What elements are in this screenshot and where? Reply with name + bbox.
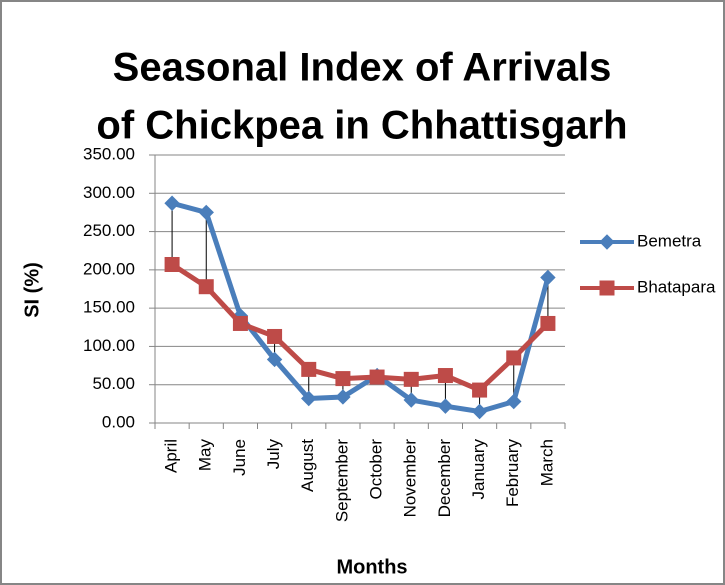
data-point bbox=[232, 315, 248, 331]
data-point bbox=[471, 403, 488, 420]
y-axis-label: SI (%) bbox=[21, 262, 43, 318]
x-tick-label: December bbox=[435, 439, 454, 518]
x-tick-label: April bbox=[162, 439, 181, 473]
legend-label: Bemetra bbox=[637, 231, 702, 250]
data-point bbox=[266, 351, 283, 368]
x-tick-label: September bbox=[332, 439, 351, 522]
data-point bbox=[267, 328, 283, 344]
x-tick-label: May bbox=[196, 439, 215, 472]
y-tick-label: 0.00 bbox=[102, 412, 135, 431]
data-point bbox=[472, 382, 488, 398]
x-tick-label: March bbox=[537, 439, 556, 486]
data-point bbox=[506, 393, 522, 410]
y-tick-label: 150.00 bbox=[83, 298, 135, 317]
data-point bbox=[437, 368, 453, 384]
x-tick-label: October bbox=[367, 439, 386, 500]
x-axis-label: Months bbox=[336, 556, 407, 578]
data-point bbox=[335, 371, 351, 387]
y-tick-label: 350.00 bbox=[83, 144, 135, 163]
legend-marker bbox=[599, 280, 615, 296]
data-point bbox=[540, 315, 556, 331]
x-tick-label: August bbox=[298, 439, 317, 492]
x-tick-label: June bbox=[230, 439, 249, 476]
legend-marker bbox=[599, 234, 615, 250]
y-tick-label: 100.00 bbox=[83, 336, 135, 355]
x-tick-label: July bbox=[264, 439, 283, 470]
x-tick-label: November bbox=[401, 439, 420, 518]
data-point bbox=[301, 361, 317, 377]
data-point bbox=[369, 369, 385, 385]
data-point bbox=[506, 350, 522, 366]
data-point bbox=[540, 269, 556, 286]
data-point bbox=[403, 371, 419, 387]
y-tick-label: 250.00 bbox=[83, 221, 135, 240]
data-point bbox=[198, 279, 214, 295]
data-point bbox=[437, 398, 454, 414]
y-tick-label: 300.00 bbox=[83, 183, 135, 202]
x-tick-label: February bbox=[503, 439, 522, 508]
data-point bbox=[164, 195, 180, 211]
chart-title: of Chickpea in Chhattisgarh bbox=[96, 104, 627, 148]
data-point bbox=[403, 392, 419, 408]
data-point bbox=[301, 390, 317, 407]
data-point bbox=[164, 256, 180, 272]
data-point bbox=[198, 204, 214, 221]
x-tick-label: January bbox=[469, 439, 488, 500]
chart-title: Seasonal Index of Arrivals bbox=[113, 46, 612, 90]
y-tick-label: 50.00 bbox=[92, 374, 135, 393]
data-point bbox=[335, 389, 351, 405]
y-tick-label: 200.00 bbox=[83, 259, 135, 278]
legend-label: Bhatapara bbox=[637, 277, 716, 296]
